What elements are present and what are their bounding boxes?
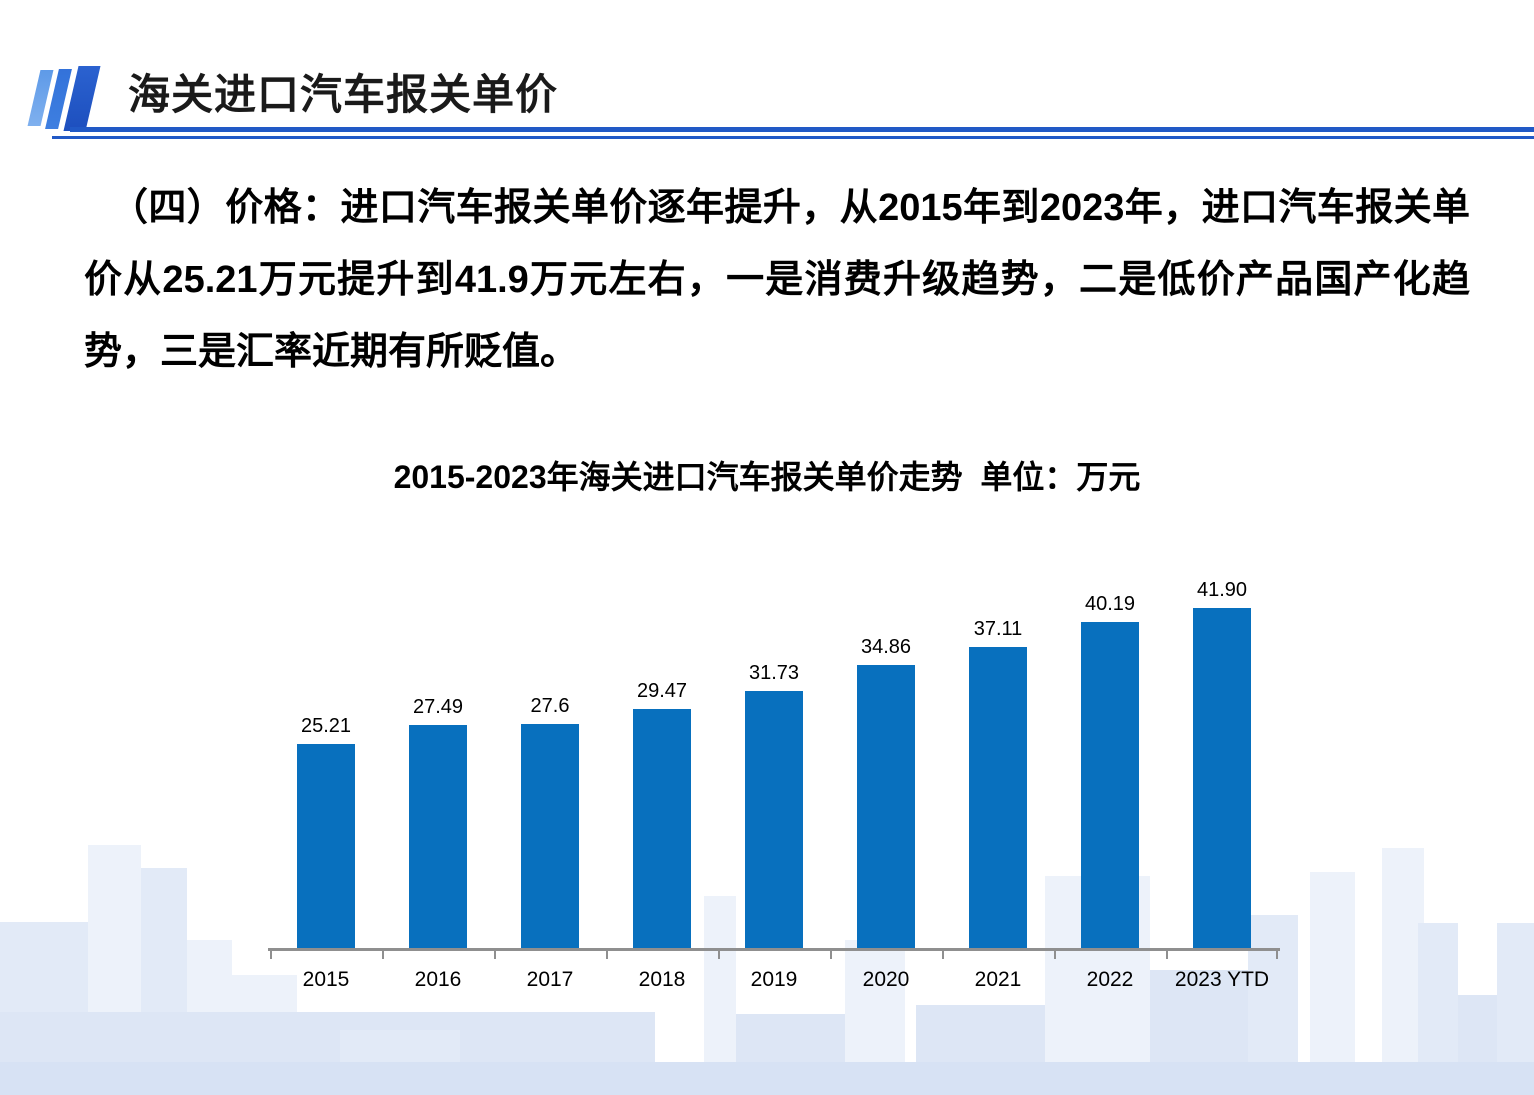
header: 海关进口汽车报关单价 [0,0,1534,150]
bar-value-label: 37.11 [973,618,1023,640]
bar-column: 27.49 [382,568,494,948]
bar-column: 31.73 [718,568,830,948]
x-axis-label: 2015 [302,968,350,991]
chart-title: 2015-2023年海关进口汽车报关单价走势 单位：万元 [393,459,1141,495]
bar-column: 29.47 [606,568,718,948]
axis-tick [270,951,272,959]
bar [745,691,803,948]
bar-value-label: 41.90 [1196,579,1248,601]
axis-tick [1166,951,1168,959]
bar-value-label: 27.49 [412,696,464,718]
bar-column: 27.6 [494,568,606,948]
bar-column: 37.11 [942,568,1054,948]
skyline-block [704,896,736,1095]
chart-plot-area: 25.21 27.49 27.6 29.47 31.73 34.86 37.11 40.19 4… [270,568,1278,948]
x-axis-label: 2022 [1086,968,1134,991]
axis-tick [494,951,496,959]
header-divider-thin [52,136,1534,139]
bar [633,709,691,948]
x-axis-label: 2020 [862,968,910,991]
bar [857,665,915,948]
x-axis-label: 2018 [638,968,686,991]
page-title: 海关进口汽车报关单价 [128,71,559,118]
x-axis-label: 2021 [974,968,1022,991]
axis-tick [1276,951,1278,959]
axis-tick [942,951,944,959]
x-axis-label: 2023 YTD [1174,968,1270,991]
bar-value-label: 29.47 [636,680,688,702]
bar-value-label: 31.73 [748,662,800,684]
skyline-block [1382,848,1424,1095]
x-axis-labels: 2015 2016 2017 2018 2019 2020 2021 2022 2023 YTD [270,960,1278,992]
bar-value-label: 34.86 [860,636,912,658]
skyline-block [1310,872,1355,1095]
axis-tick [606,951,608,959]
axis-tick [382,951,384,959]
axis-tick [718,951,720,959]
bar [1081,622,1139,948]
x-axis-line [268,948,1280,951]
bar [1193,608,1251,948]
bar-chart: 25.21 27.49 27.6 29.47 31.73 34.86 37.11 40.19 4… [268,568,1280,991]
bar-value-label: 25.21 [300,715,352,737]
bar [297,744,355,948]
x-axis-label: 2016 [414,968,462,991]
axis-tick [830,951,832,959]
bar-value-label: 27.6 [530,695,570,717]
bar [969,647,1027,948]
axis-tick [1054,951,1056,959]
bar [521,724,579,948]
skyline-block [0,1062,1534,1095]
x-axis-label: 2017 [526,968,574,991]
bar-column: 34.86 [830,568,942,948]
x-axis-label: 2019 [750,968,798,991]
bar [409,725,467,948]
bar-column: 40.19 [1054,568,1166,948]
body-paragraph: （四）价格：进口汽车报关单价逐年提升，从2015年到2023年，进口汽车报关单价… [84,187,1470,373]
bar-column: 25.21 [270,568,382,948]
header-divider-thick [70,127,1534,132]
bar-value-label: 40.19 [1084,593,1136,615]
bar-column: 41.90 [1166,568,1278,948]
